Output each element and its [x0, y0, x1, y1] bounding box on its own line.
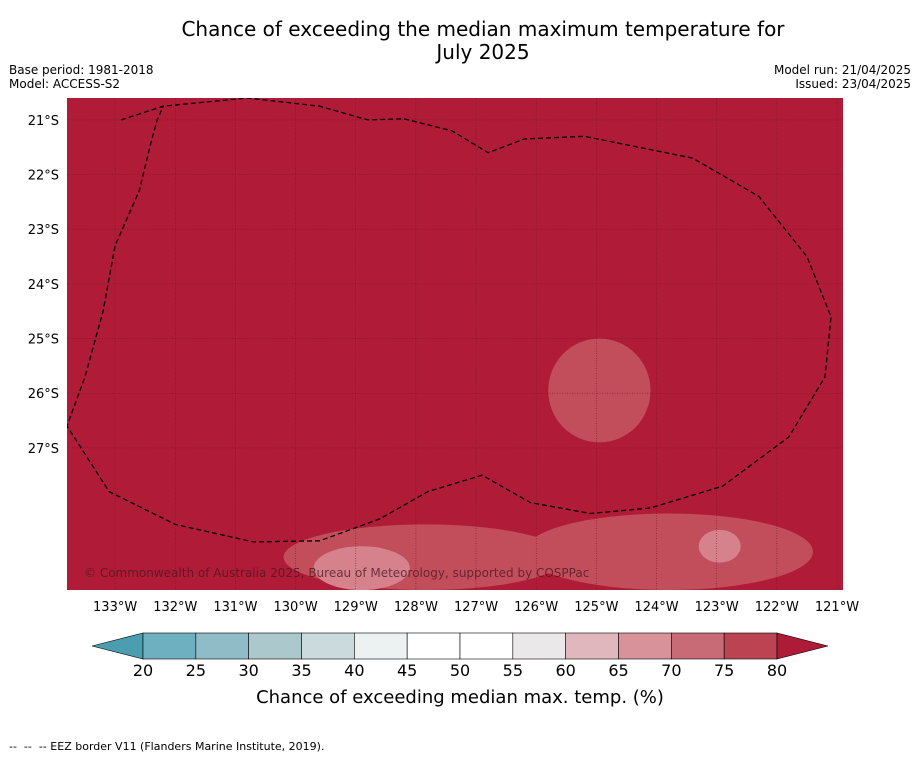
x-axis-ticks: 133°W 132°W 131°W 130°W 129°W 128°W 127°W 126°W… [93, 600, 859, 615]
x-tick-label: 124°W [634, 600, 678, 615]
issued-text: Issued: 23/04/2025 [795, 77, 911, 91]
colorbar-segment [618, 632, 672, 660]
colorbar-segment [565, 632, 619, 660]
x-tick-label: 130°W [274, 600, 318, 615]
map-background [67, 98, 843, 590]
meta-right: Model run: 21/04/2025 Issued: 23/04/2025 [774, 63, 911, 91]
colorbar-tick-label: 40 [344, 661, 364, 680]
colorbar-tick-label: 30 [238, 661, 258, 680]
y-tick-label: 23°S [28, 223, 59, 238]
base-period-text: Base period: 1981-2018 [9, 63, 154, 77]
region-70-75-3 [313, 546, 410, 590]
colorbar-tick-label: 35 [291, 661, 311, 680]
x-tick-label: 133°W [93, 600, 137, 615]
copyright-text: © Commonwealth of Australia 2025, Bureau… [84, 566, 589, 580]
chart-title-line2: July 2025 [436, 40, 530, 64]
meta-left: Base period: 1981-2018 Model: ACCESS-S2 [9, 63, 154, 91]
colorbar-tick-label: 45 [397, 661, 417, 680]
colorbar-tick-label: 65 [608, 661, 628, 680]
colorbar: 20 25 30 35 40 45 50 55 60 65 70 75 80 [91, 632, 829, 680]
eez-border-line [67, 98, 832, 543]
colorbar-extend-high [776, 632, 829, 660]
y-tick-label: 27°S [28, 442, 59, 457]
colorbar-segment [671, 632, 725, 660]
chart-title-line1: Chance of exceeding the median maximum t… [181, 17, 785, 41]
colorbar-segment [195, 632, 249, 660]
x-tick-label: 125°W [574, 600, 618, 615]
grid-lines [67, 98, 843, 590]
colorbar-segment [354, 632, 408, 660]
x-tick-label: 129°W [334, 600, 378, 615]
x-tick-label: 122°W [755, 600, 799, 615]
y-tick-label: 22°S [28, 169, 59, 184]
colorbar-tick-label: 70 [661, 661, 681, 680]
model-run-text: Model run: 21/04/2025 [773, 63, 911, 77]
probability-regions [283, 338, 813, 590]
y-axis-ticks: 21°S 22°S 23°S 24°S 25°S 26°S 27°S [28, 114, 59, 457]
colorbar-extend-low [91, 632, 144, 660]
colorbar-label: Chance of exceeding median max. temp. (%… [256, 687, 664, 708]
colorbar-segment [512, 632, 566, 660]
x-tick-label: 126°W [514, 600, 558, 615]
y-tick-label: 21°S [28, 114, 59, 129]
x-tick-label: 123°W [695, 600, 739, 615]
x-tick-label: 128°W [394, 600, 438, 615]
y-tick-label: 26°S [28, 387, 59, 402]
colorbar-segment [142, 632, 197, 660]
colorbar-tick-label: 20 [133, 661, 153, 680]
colorbar-tick-label: 25 [186, 661, 206, 680]
map-area: © Commonwealth of Australia 2025, Bureau… [67, 98, 843, 590]
colorbar-tick-label: 75 [714, 661, 734, 680]
eez-footnote: -- -- -- EEZ border V11 (Flanders Marine… [9, 740, 325, 753]
chart-title: Chance of exceeding the median maximum t… [0, 18, 919, 64]
colorbar-segment [301, 632, 355, 660]
x-tick-label: 121°W [815, 600, 859, 615]
y-tick-label: 25°S [28, 333, 59, 348]
colorbar-segment [248, 632, 302, 660]
x-tick-label: 131°W [213, 600, 257, 615]
x-tick-label: 127°W [454, 600, 498, 615]
colorbar-tick-label: 55 [503, 661, 523, 680]
colorbar-segment [459, 632, 514, 660]
colorbar-segment [723, 632, 778, 660]
region-75-80-0 [548, 338, 651, 443]
colorbar-tick-label: 80 [767, 661, 787, 680]
colorbar-segment [406, 632, 461, 660]
colorbar-tick-label: 50 [450, 661, 470, 680]
x-tick-label: 132°W [153, 600, 197, 615]
colorbar-tick-label: 60 [555, 661, 575, 680]
region-70-75-4 [698, 529, 741, 563]
y-tick-label: 24°S [28, 278, 59, 293]
model-text: Model: ACCESS-S2 [9, 77, 121, 91]
